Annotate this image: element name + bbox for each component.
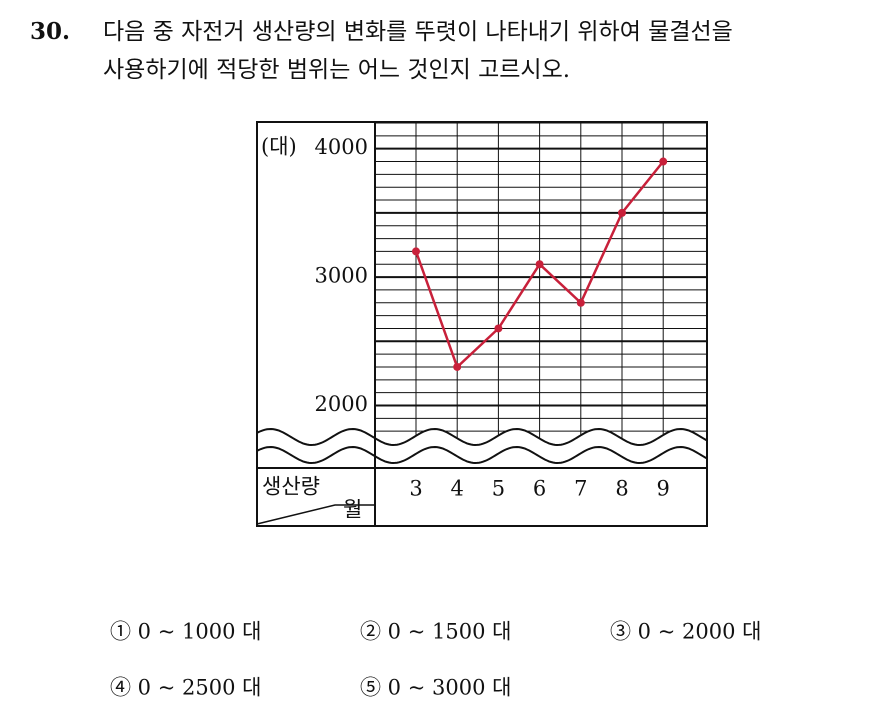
choice: ② 0 ~ 1500 대	[360, 620, 511, 644]
question-line: 다음 중 자전거 생산량의 변화를 뚜렷이 나타내기 위하여 물결선을	[103, 19, 733, 45]
y-unit: (대)	[261, 135, 297, 159]
break-wave	[256, 445, 708, 465]
x-tick-label: 4	[451, 477, 464, 501]
data-point	[494, 324, 503, 333]
data-point	[618, 208, 626, 217]
x-tick-label: 9	[657, 477, 670, 501]
choice: ③ 0 ~ 2000 대	[610, 620, 761, 644]
frame	[256, 121, 708, 527]
corner-col-label: 월	[343, 498, 362, 522]
x-tick-label: 8	[615, 477, 628, 501]
y-tick-label: 2000	[315, 392, 368, 416]
x-tick-label: 5	[492, 477, 505, 501]
corner-row-label: 생산량	[262, 475, 320, 499]
data-point	[453, 362, 462, 371]
x-tick-label: 3	[409, 477, 422, 501]
below-break	[257, 462, 707, 468]
data-point	[535, 260, 544, 269]
question-number: 30.	[30, 18, 70, 45]
data-point	[412, 247, 420, 256]
choice: ④ 0 ~ 2500 대	[110, 676, 261, 700]
y-tick-label: 3000	[315, 264, 368, 288]
data-point	[576, 298, 585, 307]
corner-diagonal	[256, 504, 375, 525]
x-tick-label: 7	[574, 477, 587, 501]
choice: ⑤ 0 ~ 3000 대	[360, 676, 511, 700]
data-point	[659, 157, 668, 166]
y-tick-label: 4000	[315, 135, 368, 159]
choices: ① 0 ~ 1000 대 ② 0 ~ 1500 대 ③ 0 ~ 2000 대 ④ 0 …	[110, 620, 761, 700]
break-fill	[257, 429, 707, 463]
break-wave	[256, 427, 708, 447]
question-line: 사용하기에 적당한 범위는 어느 것인지 고르시오.	[103, 57, 570, 83]
x-tick-label: 6	[533, 477, 546, 501]
choice: ① 0 ~ 1000 대	[110, 620, 261, 644]
